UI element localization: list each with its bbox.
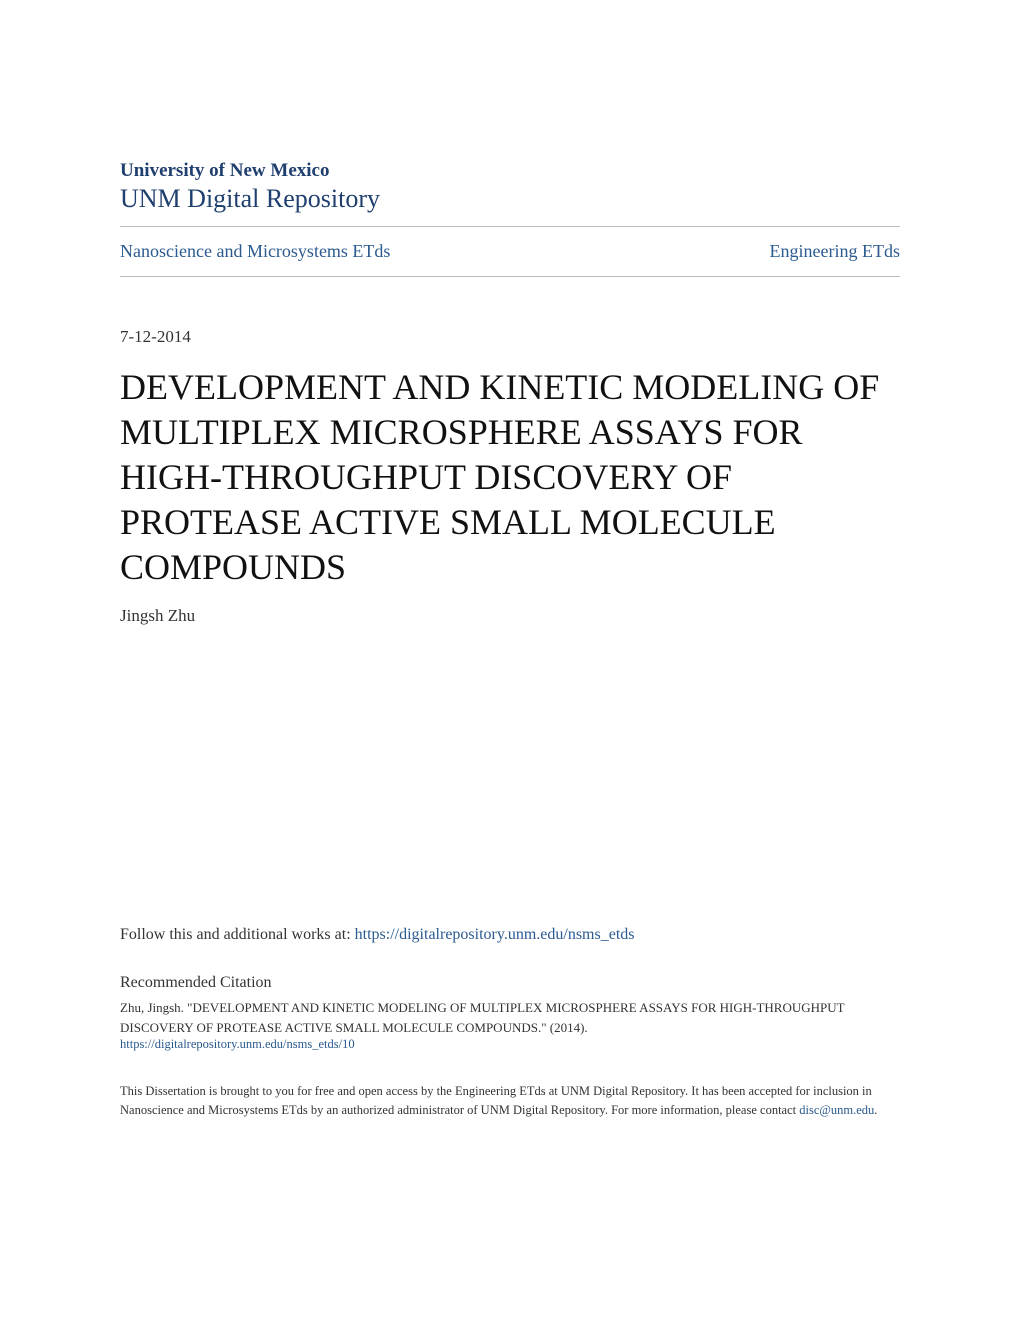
page-container: University of New Mexico UNM Digital Rep…: [0, 0, 1020, 1180]
footer-text: This Dissertation is brought to you for …: [120, 1082, 900, 1120]
citation-text: Zhu, Jingsh. "DEVELOPMENT AND KINETIC MO…: [120, 998, 900, 1037]
author-name: Jingsh Zhu: [120, 606, 900, 626]
footer-email[interactable]: disc@unm.edu: [799, 1103, 874, 1117]
footer-suffix: .: [874, 1103, 877, 1117]
divider-bottom: [120, 276, 900, 277]
university-name: University of New Mexico: [120, 160, 900, 182]
citation-heading: Recommended Citation: [120, 974, 900, 992]
nav-link-left[interactable]: Nanoscience and Microsystems ETds: [120, 241, 390, 262]
follow-section: Follow this and additional works at: htt…: [120, 926, 900, 944]
publication-date: 7-12-2014: [120, 327, 900, 347]
follow-link[interactable]: https://digitalrepository.unm.edu/nsms_e…: [355, 926, 635, 943]
nav-link-right[interactable]: Engineering ETds: [770, 241, 900, 262]
follow-prefix: Follow this and additional works at:: [120, 926, 355, 943]
nav-row: Nanoscience and Microsystems ETds Engine…: [120, 227, 900, 276]
repository-name[interactable]: UNM Digital Repository: [120, 184, 900, 214]
footer-body: This Dissertation is brought to you for …: [120, 1084, 872, 1117]
citation-url[interactable]: https://digitalrepository.unm.edu/nsms_e…: [120, 1037, 900, 1052]
document-title: DEVELOPMENT AND KINETIC MODELING OF MULT…: [120, 365, 900, 590]
